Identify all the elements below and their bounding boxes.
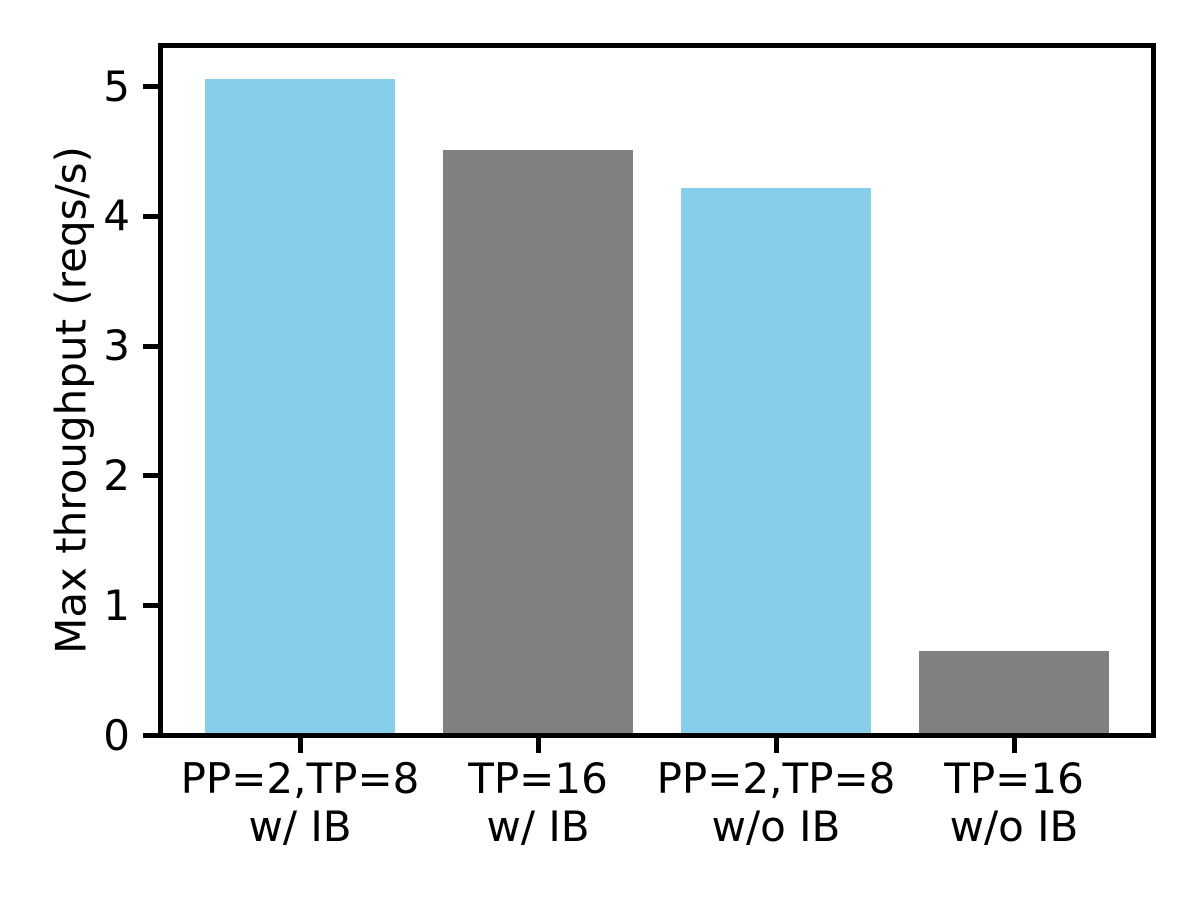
x-tick-mark [773, 738, 779, 753]
y-tick-mark [143, 603, 158, 609]
y-tick-mark [143, 733, 158, 738]
y-tick-mark [143, 473, 158, 479]
x-tick-label: TP=16 w/ IB [468, 754, 608, 851]
bar-pp-2-tp-8-w-ib [205, 78, 395, 733]
y-tick-mark [143, 213, 158, 219]
y-tick-label: 0 [103, 710, 130, 760]
y-tick-label: 4 [103, 191, 130, 241]
x-tick-label: PP=2,TP=8 w/o IB [656, 754, 896, 851]
x-tick-mark [297, 738, 303, 753]
x-tick-label: PP=2,TP=8 w/ IB [180, 754, 420, 851]
bar-pp-2-tp-8-w-o-ib [681, 187, 871, 733]
y-tick-mark [143, 343, 158, 349]
x-tick-mark [535, 738, 541, 753]
y-tick-mark [143, 84, 158, 89]
bar-tp-16-w-o-ib [919, 651, 1109, 733]
x-tick-label: TP=16 w/o IB [944, 754, 1084, 851]
y-tick-label: 5 [103, 61, 130, 111]
y-tick-label: 2 [103, 450, 130, 500]
plot-area [158, 43, 1156, 738]
y-tick-label: 1 [103, 580, 130, 630]
y-tick-label: 3 [103, 321, 130, 371]
bar-tp-16-w-ib [443, 150, 633, 733]
x-tick-mark [1011, 738, 1017, 753]
